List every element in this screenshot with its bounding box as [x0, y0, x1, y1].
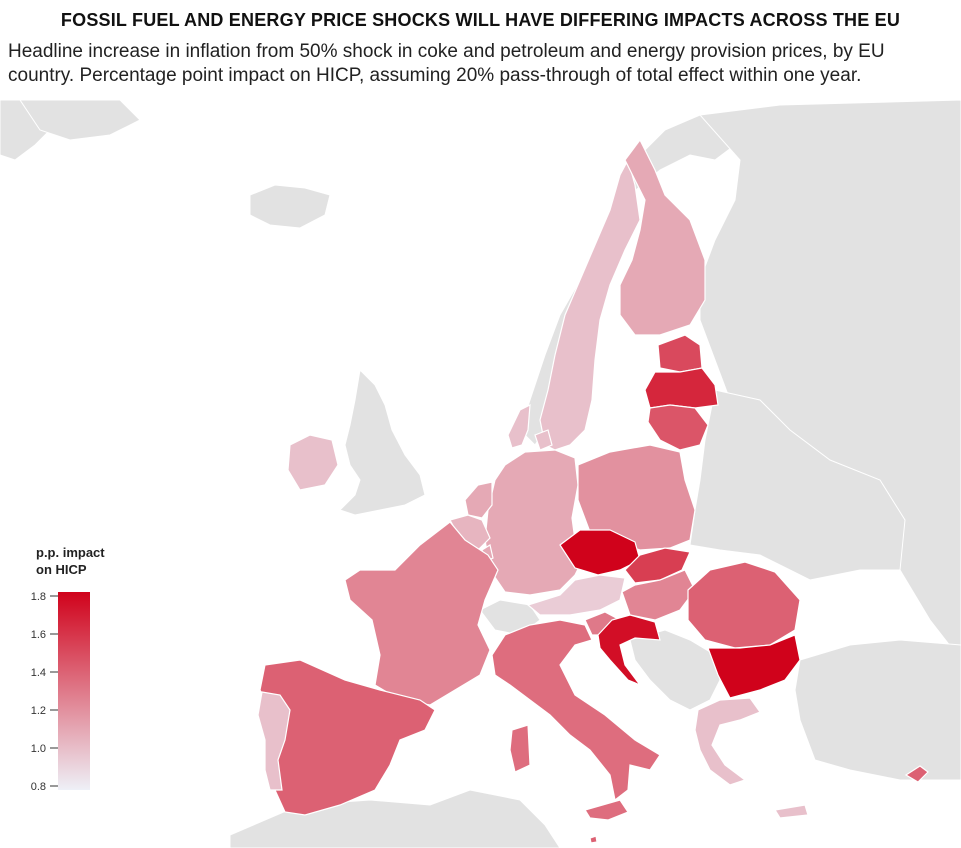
legend-tick-label: 1.8	[31, 591, 46, 603]
country-slovakia	[624, 547, 691, 584]
legend-tick-label: 1.2	[31, 705, 46, 717]
land-uk	[339, 368, 426, 516]
country-latvia	[644, 367, 719, 409]
country-estonia	[657, 334, 703, 373]
legend-tick-label: 0.8	[31, 781, 46, 793]
country-romania	[687, 561, 801, 649]
europe-map	[0, 100, 961, 848]
legend-tick-label: 1.0	[31, 743, 46, 755]
legend-gradient-bar	[58, 592, 90, 790]
chart-subtitle: Headline increase in inflation from 50% …	[8, 41, 885, 86]
country-portugal	[257, 691, 291, 791]
land-balkans	[629, 629, 721, 711]
country-france	[344, 521, 499, 706]
land-turkey	[794, 639, 961, 781]
legend-title-line2: on HICP	[36, 562, 87, 577]
legend-tick-label: 1.4	[31, 667, 46, 679]
land-belarus-ukraine	[689, 389, 906, 581]
country-greece	[694, 697, 809, 819]
chart-title: FOSSIL FUEL AND ENERGY PRICE SHOCKS WILL…	[60, 10, 901, 30]
country-denmark	[507, 403, 553, 451]
country-sweden	[539, 158, 641, 451]
legend-colorbar: 1.8 1.6 1.4 1.2 1.0 0.8	[31, 591, 90, 793]
country-germany	[484, 449, 586, 596]
country-lithuania	[647, 404, 709, 451]
land-sicily-africa-corner	[19, 100, 141, 141]
legend-title-line1: p.p. impact	[36, 545, 105, 560]
legend-title: p.p. impact on HICP	[36, 544, 105, 578]
country-finland	[619, 138, 706, 336]
country-italy	[491, 619, 661, 821]
land-switzerland	[479, 599, 541, 636]
country-cyprus	[904, 765, 929, 783]
country-austria	[526, 574, 626, 616]
country-ireland	[287, 434, 339, 491]
land-iceland	[249, 184, 331, 229]
country-croatia	[597, 614, 661, 687]
country-malta	[589, 835, 598, 844]
country-bulgaria	[707, 634, 801, 699]
legend-tick-label: 1.6	[31, 629, 46, 641]
